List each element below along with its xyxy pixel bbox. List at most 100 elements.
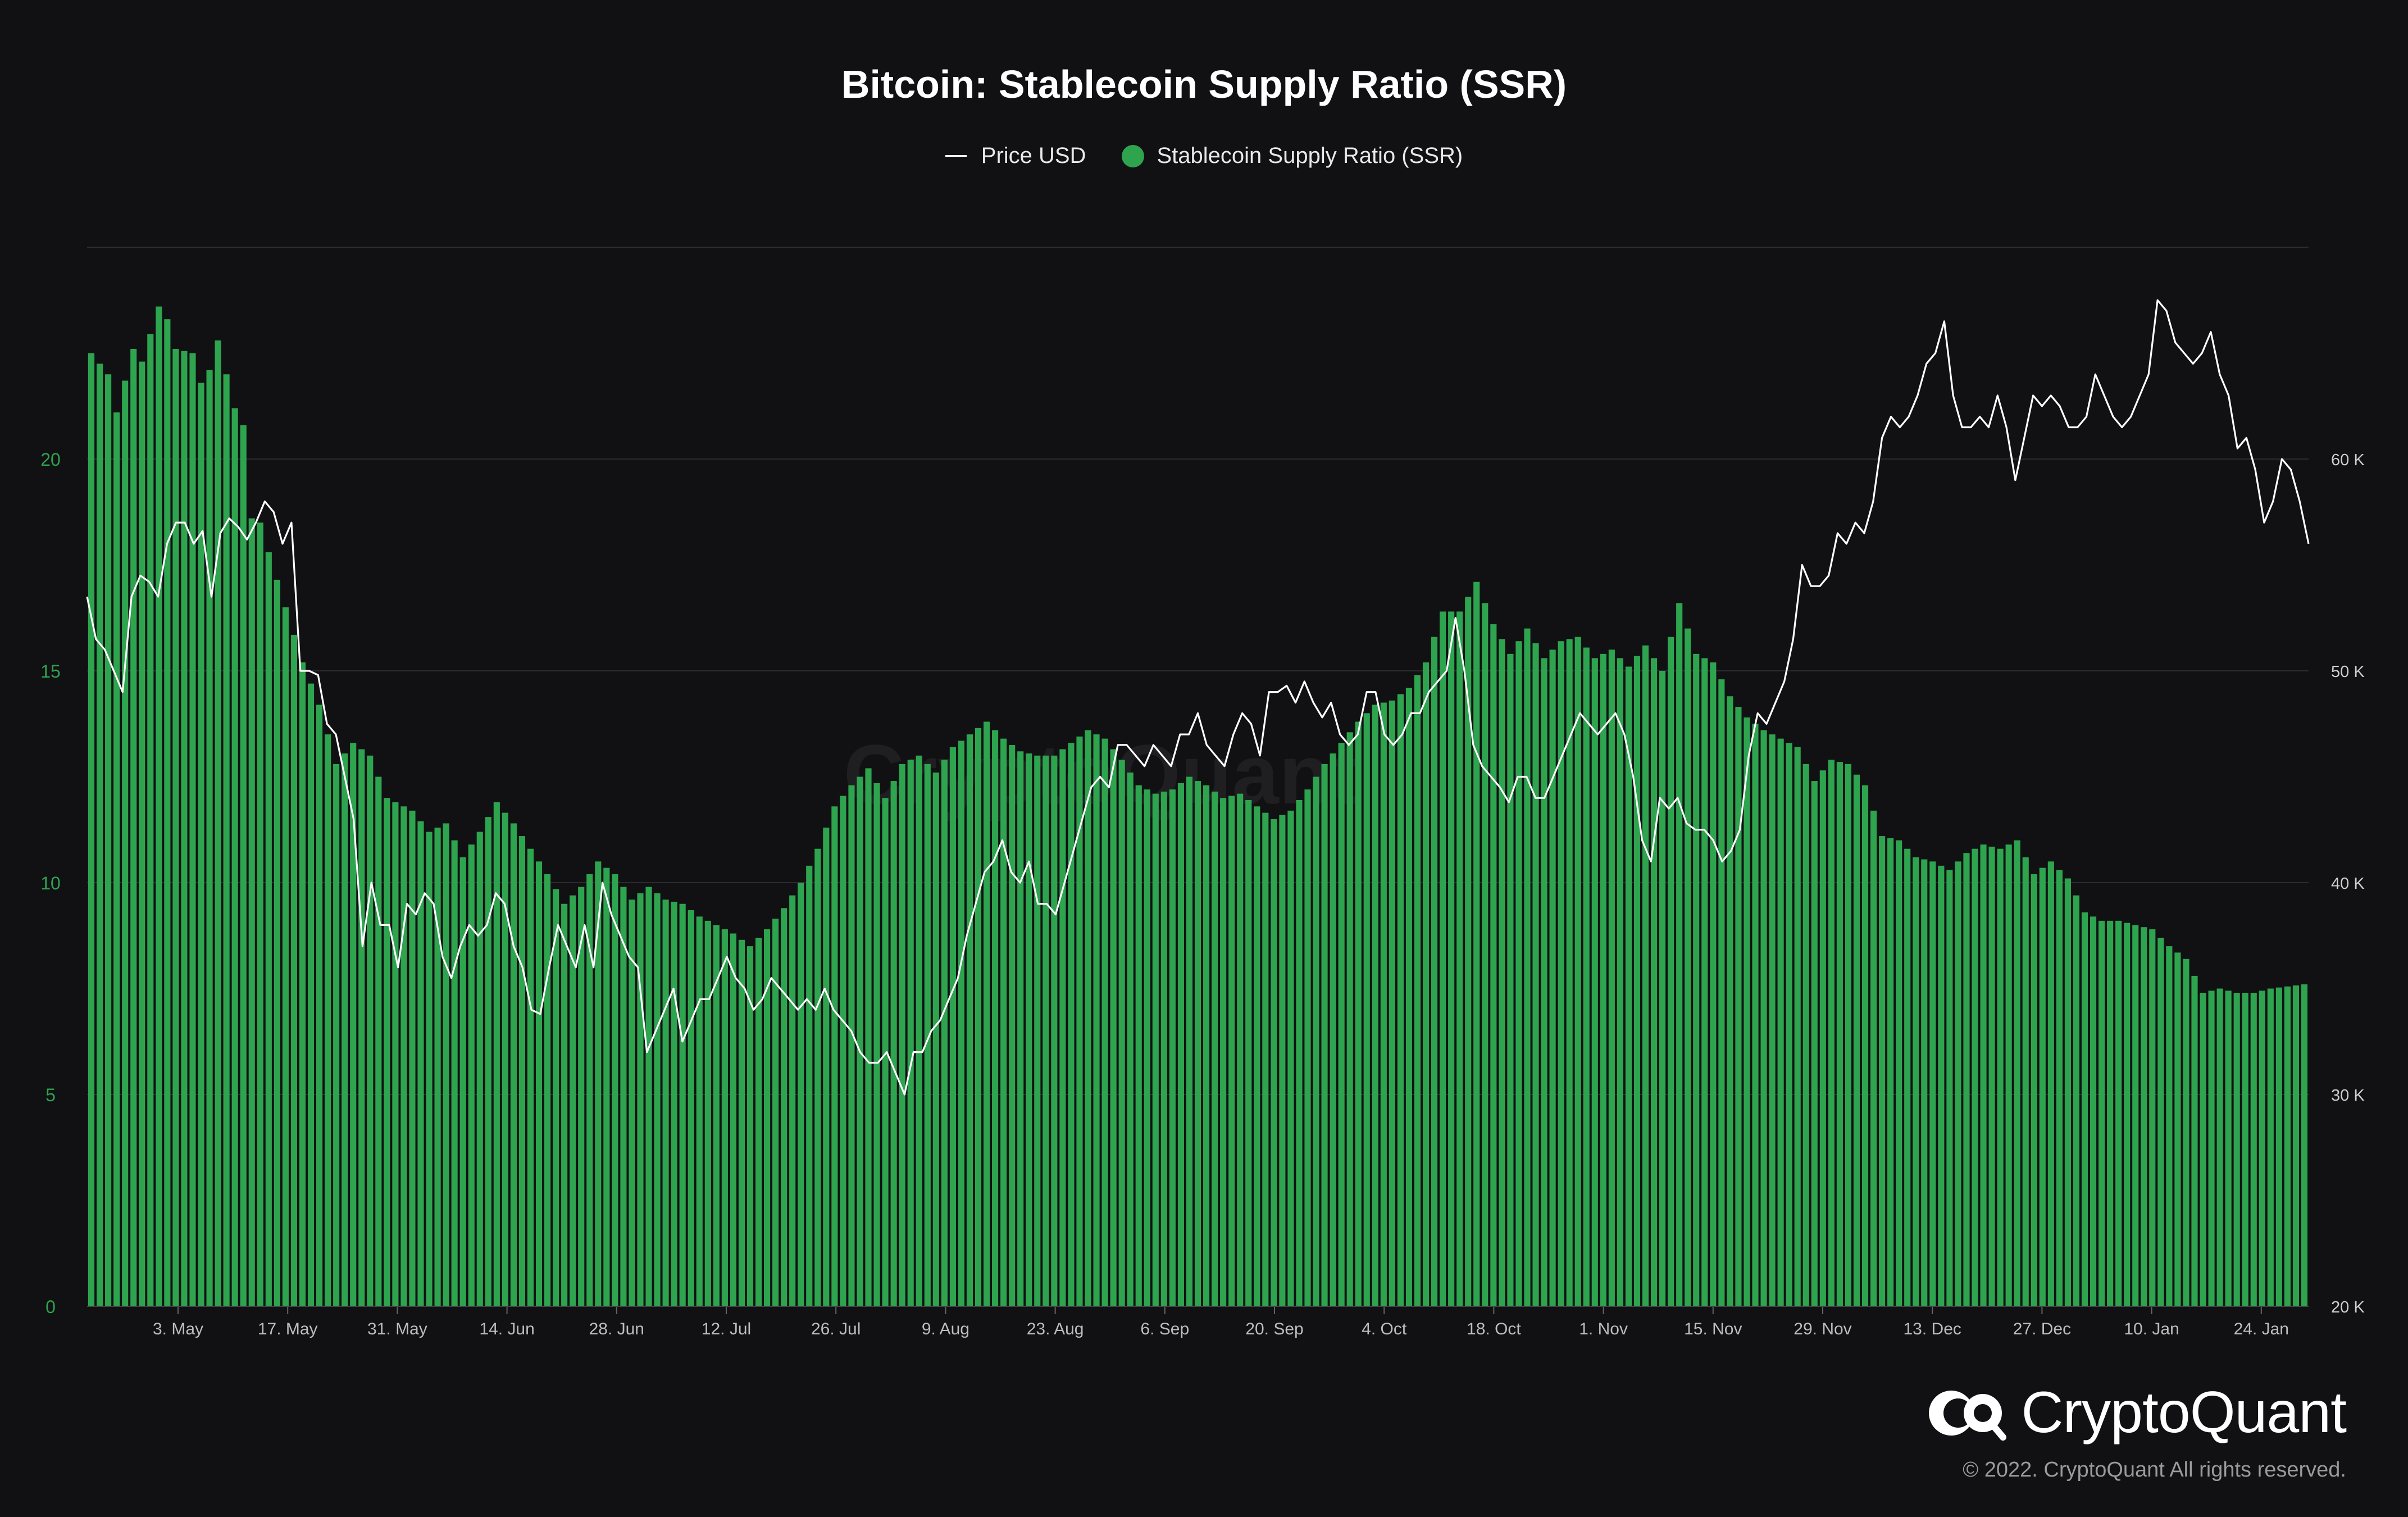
ssr-bar xyxy=(1405,688,1413,1306)
ssr-bar xyxy=(2267,988,2274,1306)
legend-item-price[interactable]: Price USD xyxy=(945,143,1086,169)
y-left-tick-label: 10 xyxy=(40,873,61,893)
ssr-bar xyxy=(172,348,179,1307)
ssr-bar xyxy=(2183,959,2189,1306)
ssr-bar xyxy=(1668,637,1674,1306)
ssr-bar xyxy=(1650,658,1658,1306)
ssr-bar xyxy=(882,798,889,1306)
x-tick-label: 1. Nov xyxy=(1579,1320,1628,1338)
ssr-bar xyxy=(1794,747,1801,1306)
y-right-tick-label: 20 K xyxy=(2331,1298,2365,1316)
ssr-bar xyxy=(2233,993,2240,1306)
ssr-bar xyxy=(2284,986,2291,1306)
ssr-bar xyxy=(1296,800,1303,1306)
x-tick-label: 24. Jan xyxy=(2234,1320,2289,1338)
ssr-bar xyxy=(1515,641,1522,1306)
ssr-bar xyxy=(367,755,374,1306)
ssr-bar xyxy=(181,351,188,1306)
x-tick-label: 15. Nov xyxy=(1684,1320,1742,1338)
ssr-bar xyxy=(1237,793,1244,1306)
x-tick-label: 10. Jan xyxy=(2124,1320,2179,1338)
copyright-notice: © 2022. CryptoQuant All rights reserved. xyxy=(1963,1458,2346,1482)
y-left-tick-label: 0 xyxy=(45,1297,56,1317)
ssr-bar xyxy=(1853,774,1860,1306)
ssr-bar xyxy=(857,776,863,1306)
ssr-bar xyxy=(1448,611,1455,1306)
legend: Price USD Stablecoin Supply Ratio (SSR) xyxy=(0,143,2408,169)
ssr-bar xyxy=(1558,641,1564,1306)
ssr-bar xyxy=(1507,653,1514,1306)
x-tick-label: 13. Dec xyxy=(1904,1320,1961,1338)
ssr-bar xyxy=(1465,597,1472,1306)
ssr-bar xyxy=(654,893,661,1306)
ssr-bar xyxy=(1118,760,1125,1306)
ssr-bar xyxy=(831,806,838,1306)
ssr-bar xyxy=(958,741,964,1306)
ssr-bar xyxy=(2132,925,2139,1306)
ssr-bar xyxy=(2225,991,2232,1306)
ssr-bar xyxy=(2115,920,2122,1306)
ssr-bar xyxy=(907,760,914,1306)
ssr-bar xyxy=(1786,743,1792,1306)
ssr-bar xyxy=(1887,838,1894,1306)
legend-item-ssr[interactable]: Stablecoin Supply Ratio (SSR) xyxy=(1122,143,1463,169)
ssr-bar xyxy=(350,743,357,1306)
ssr-bar xyxy=(156,306,162,1306)
ssr-bar xyxy=(629,900,635,1306)
ssr-bar xyxy=(746,946,754,1306)
ssr-bar xyxy=(789,895,796,1306)
ssr-bar xyxy=(493,802,500,1306)
ssr-bar xyxy=(848,785,855,1306)
ssr-bar xyxy=(468,844,475,1306)
x-tick-label: 17. May xyxy=(258,1320,318,1338)
ssr-bar xyxy=(316,705,323,1306)
x-tick-label: 31. May xyxy=(367,1320,427,1338)
ssr-bar xyxy=(2216,988,2223,1306)
ssr-bar xyxy=(2031,874,2037,1306)
ssr-bar xyxy=(704,920,711,1306)
ssr-bar xyxy=(662,900,669,1306)
ssr-bar xyxy=(1101,738,1108,1306)
ssr-bar xyxy=(612,874,618,1306)
ssr-bar xyxy=(1380,702,1387,1306)
y-right-tick-label: 50 K xyxy=(2331,663,2365,681)
ssr-bar xyxy=(873,783,880,1306)
ssr-bar xyxy=(696,916,703,1306)
ssr-bar xyxy=(586,874,593,1306)
ssr-bar xyxy=(1026,753,1032,1306)
ssr-bar xyxy=(434,827,441,1306)
ssr-bar xyxy=(1566,639,1573,1306)
ssr-bar xyxy=(1676,603,1683,1306)
ssr-bar xyxy=(1152,793,1159,1306)
ssr-bar xyxy=(231,408,238,1306)
ssr-bar xyxy=(949,747,956,1306)
y-right-tick-label: 30 K xyxy=(2331,1087,2365,1105)
ssr-bar xyxy=(518,836,526,1306)
ssr-bar xyxy=(738,939,745,1306)
ssr-bar xyxy=(417,821,424,1306)
ssr-bar xyxy=(1321,764,1328,1306)
ssr-bar xyxy=(924,764,931,1306)
price-line xyxy=(86,299,2310,1096)
ssr-bar xyxy=(890,781,897,1306)
ssr-bar xyxy=(2124,923,2131,1306)
x-tick-label: 9. Aug xyxy=(922,1320,969,1338)
ssr-bar xyxy=(527,848,534,1306)
ssr-bar xyxy=(1701,658,1708,1306)
ssr-bar xyxy=(1313,776,1319,1306)
ssr-bar xyxy=(1043,755,1049,1306)
ssr-bar xyxy=(325,734,331,1306)
ssr-bar xyxy=(1752,724,1759,1306)
ssr-bar xyxy=(1591,658,1598,1306)
ssr-bar xyxy=(215,340,221,1306)
ssr-bar xyxy=(2039,867,2046,1306)
ssr-bar xyxy=(1938,865,1945,1306)
ssr-bar xyxy=(1262,812,1269,1306)
ssr-bar xyxy=(1685,628,1691,1306)
ssr-bar xyxy=(1271,819,1277,1306)
ssr-bar xyxy=(1617,658,1623,1306)
ssr-bar xyxy=(1068,743,1075,1306)
legend-line-swatch xyxy=(945,155,967,157)
ssr-bar xyxy=(772,919,779,1306)
ssr-bar xyxy=(865,768,872,1306)
